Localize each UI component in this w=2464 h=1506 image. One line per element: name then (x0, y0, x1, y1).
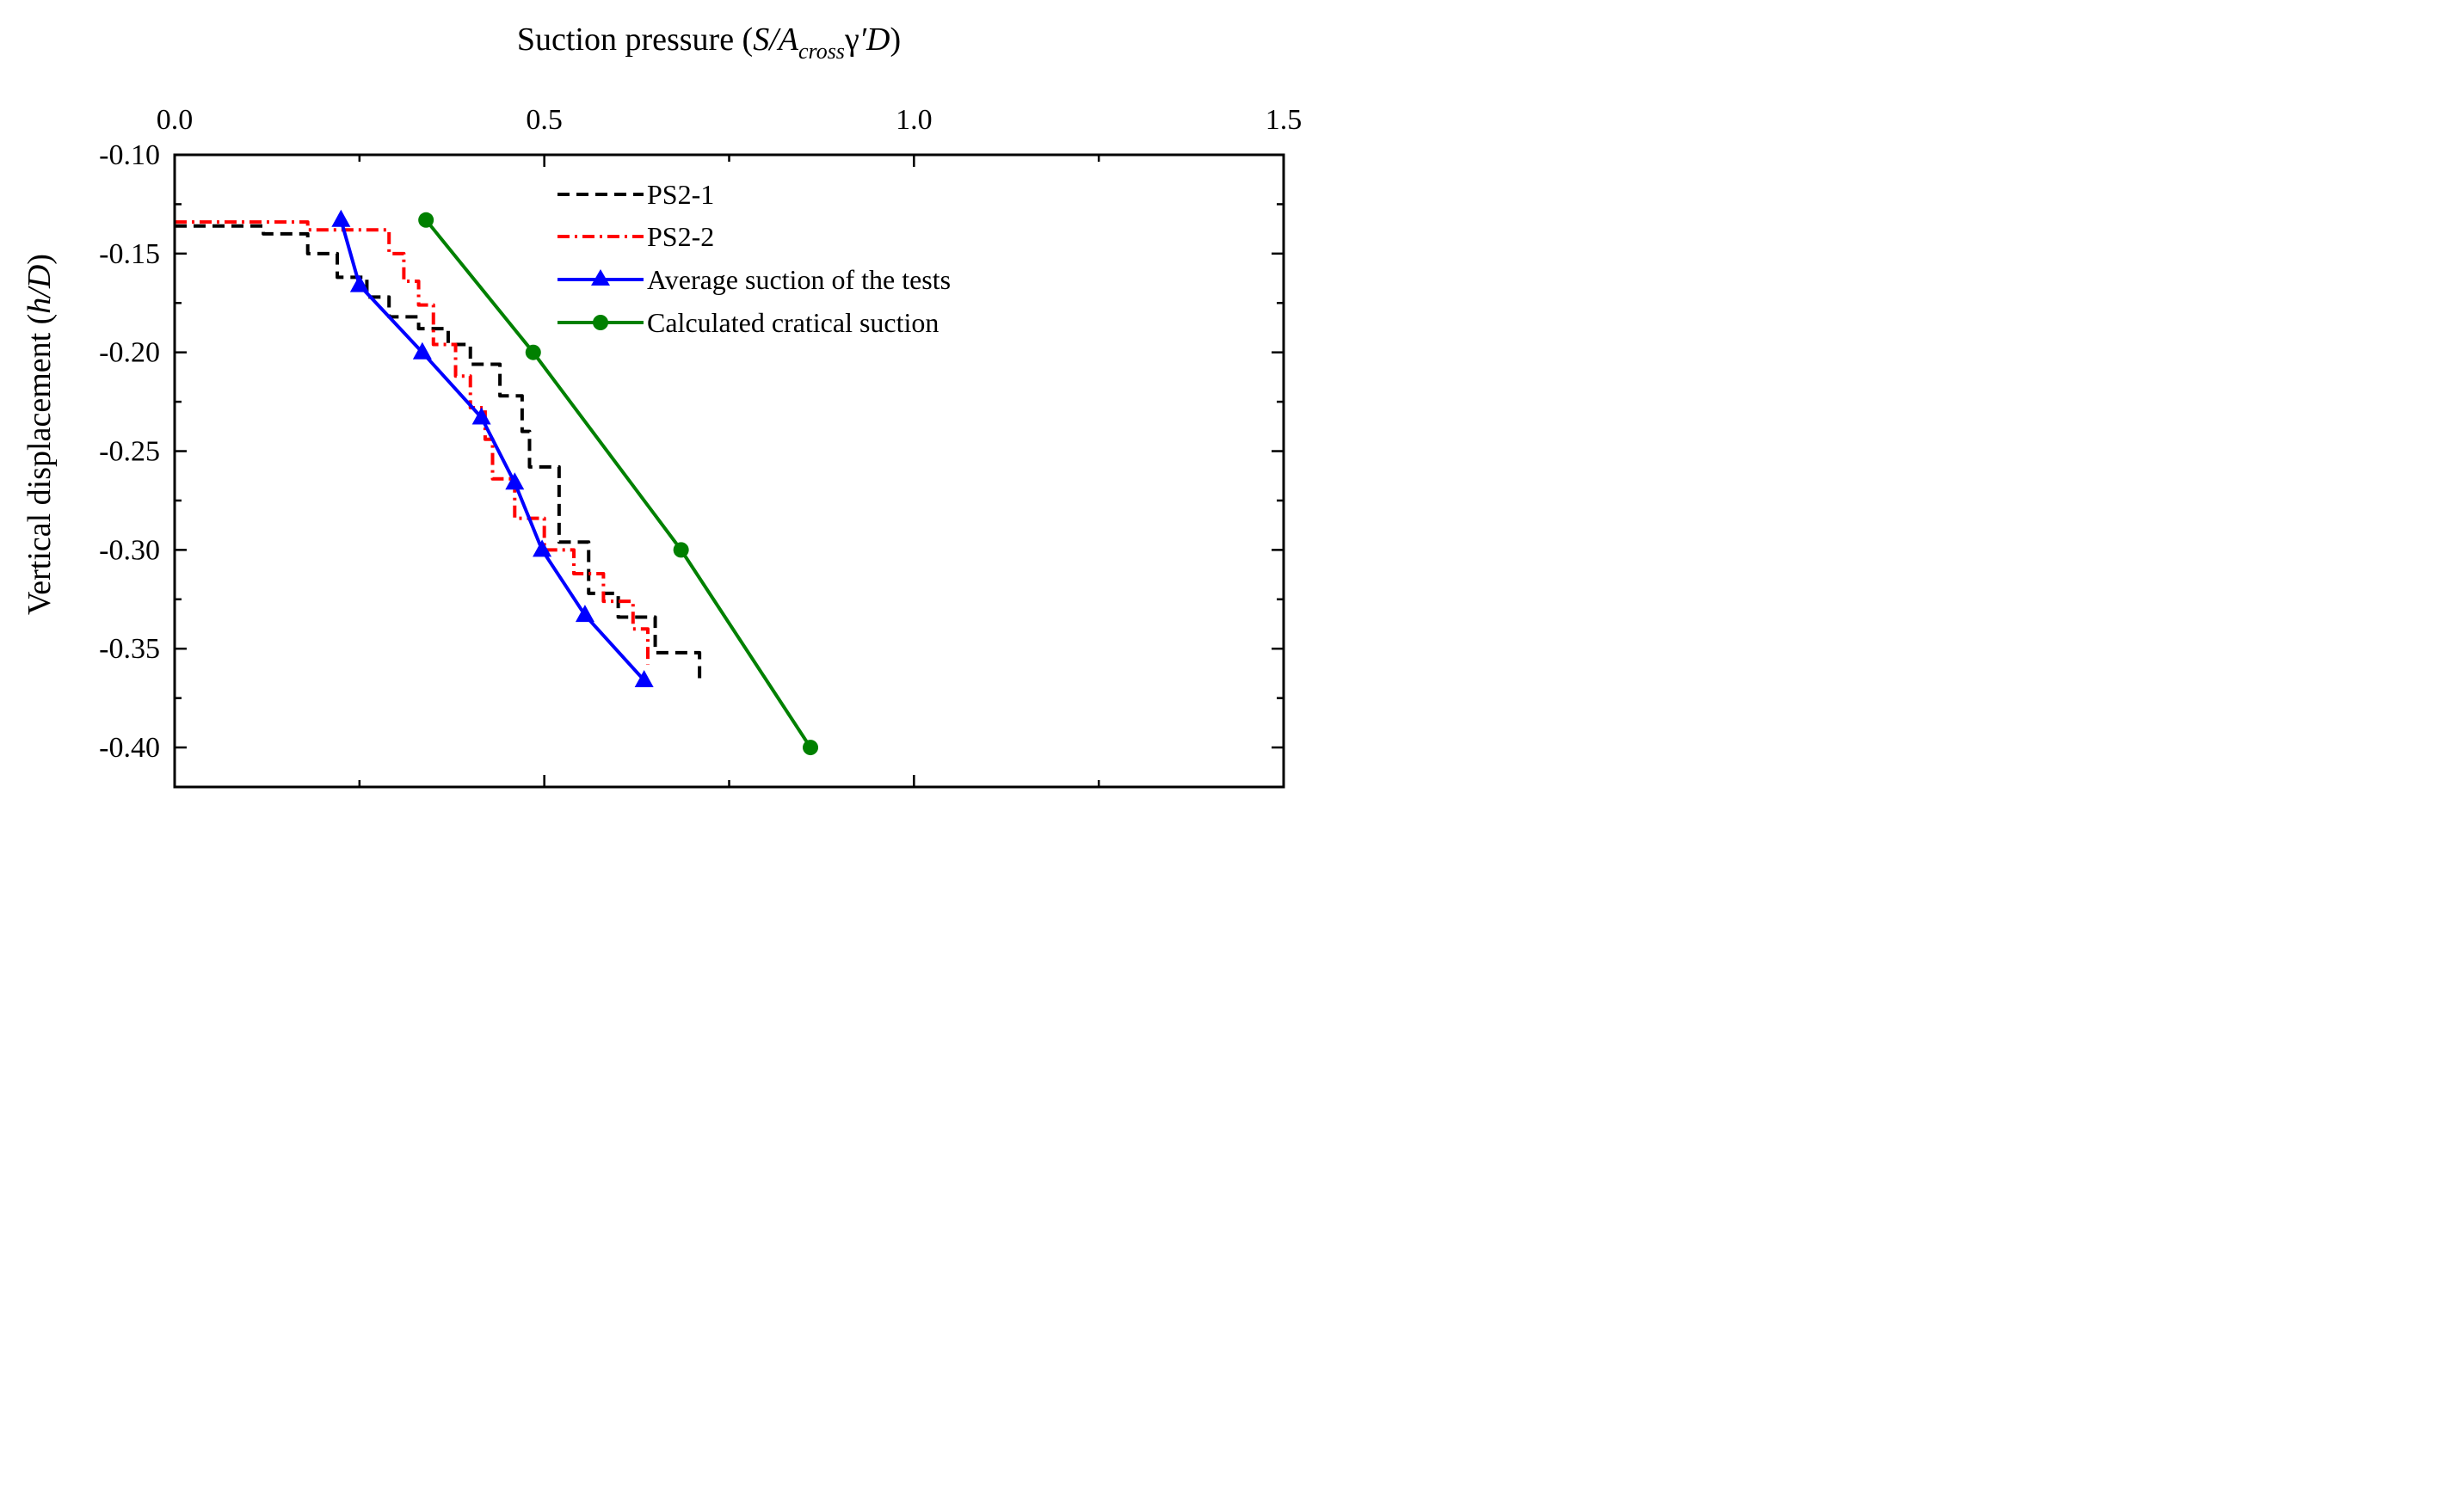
legend-label-ps2-2: PS2-2 (647, 221, 714, 252)
x-tick-label: 0.5 (526, 104, 563, 136)
circle-marker (525, 344, 541, 360)
plot-frame (173, 153, 1285, 789)
triangle-marker (471, 407, 491, 425)
y-tick-label: -0.20 (99, 337, 160, 369)
legend-triangle-marker (591, 269, 610, 286)
legend: PS2-1 PS2-2 Average suction of the tests… (557, 179, 951, 338)
y-tick-label: -0.10 (99, 139, 160, 171)
circle-marker (803, 740, 819, 756)
x-tick-label: 1.0 (896, 104, 933, 136)
triangle-marker (349, 274, 369, 292)
y-tick-label: -0.25 (99, 436, 160, 468)
x-tick-label: 0.0 (157, 104, 194, 136)
triangle-marker (505, 472, 525, 490)
triangle-marker (575, 605, 594, 623)
legend-item-average: Average suction of the tests (557, 264, 951, 295)
series-line-ps2-1 (175, 224, 702, 680)
circle-marker (673, 542, 689, 558)
x-tick-label: 1.5 (1266, 104, 1303, 136)
x-axis-title: Suction pressure (S/Acrossγ′D) (517, 22, 901, 64)
y-axis-title: Vertical displacement (h/D) (22, 254, 58, 615)
series-markers (331, 209, 819, 756)
axis-tick-labels: 0.0 0.5 1.0 1.5 -0.10 -0.15 -0.20 -0.25 -0.30 -0.… (99, 104, 1302, 764)
legend-item-ps2-1: PS2-1 (557, 179, 714, 210)
data-layer (175, 218, 812, 749)
legend-item-calculated: Calculated cratical suction (557, 307, 939, 338)
triangle-marker (533, 539, 552, 557)
axis-ticks (173, 153, 1285, 787)
triangle-marker (634, 669, 654, 687)
legend-label-ps2-1: PS2-1 (647, 179, 714, 210)
legend-label-calculated: Calculated cratical suction (647, 307, 939, 338)
y-tick-label: -0.15 (99, 238, 160, 270)
y-tick-label: -0.40 (99, 732, 160, 764)
legend-item-ps2-2: PS2-2 (557, 221, 714, 252)
legend-circle-marker (593, 315, 608, 330)
suction-displacement-chart: Suction pressure (S/Acrossγ′D) Vertical … (22, 22, 1302, 789)
circle-marker (418, 212, 434, 228)
y-tick-label: -0.35 (99, 633, 160, 665)
series-line-average-suction-of-the-tests (339, 219, 646, 682)
series-line-calculated-cratical-suction (424, 218, 812, 749)
series-line-ps2-2 (175, 220, 650, 665)
triangle-marker (412, 341, 432, 360)
triangle-marker (331, 209, 351, 227)
legend-label-average: Average suction of the tests (647, 264, 951, 295)
y-tick-label: -0.30 (99, 534, 160, 566)
